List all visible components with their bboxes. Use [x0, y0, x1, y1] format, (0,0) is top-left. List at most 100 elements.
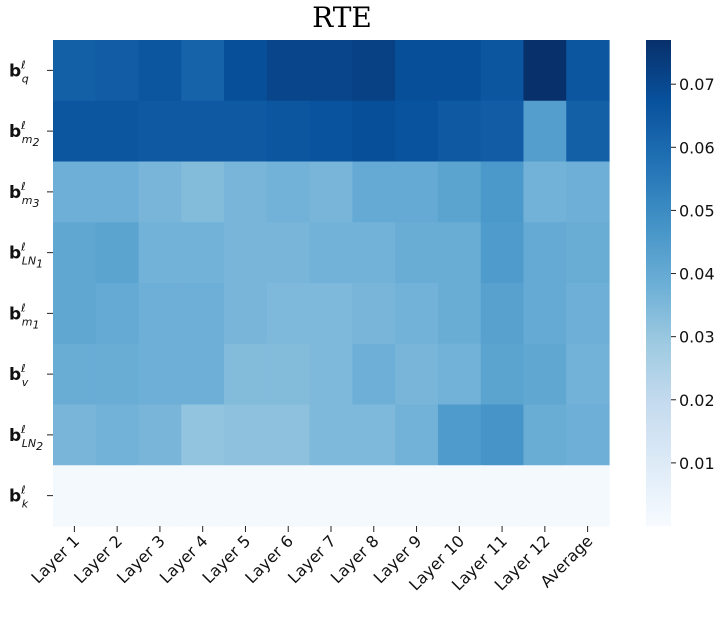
heatmap-cell: [309, 100, 353, 163]
heatmap-cell: [181, 40, 225, 102]
y-tick-label: bℓ m2: [9, 119, 39, 149]
heatmap-cell: [437, 283, 482, 345]
colorbar-tick-label: 0.05: [679, 201, 715, 220]
heatmap-cell: [480, 222, 525, 284]
heatmap-cell: [224, 343, 268, 406]
colorbar-tick-label: 0.01: [679, 454, 715, 473]
heatmap-cell: [395, 100, 439, 163]
y-tick-label: bℓ m3: [9, 180, 39, 210]
heatmap-cell: [437, 100, 482, 163]
heatmap-cell: [53, 161, 97, 223]
heatmap-cell: [138, 283, 182, 345]
colorbar-tick-label: 0.03: [679, 328, 715, 347]
colorbar-tick-label: 0.02: [679, 391, 715, 410]
heatmap-cell: [480, 283, 525, 345]
heatmap-cell: [266, 161, 311, 223]
heatmap-cell: [224, 404, 268, 466]
heatmap-cell: [437, 222, 482, 284]
heatmap-cell: [95, 404, 140, 466]
heatmap-cell: [566, 343, 610, 406]
heatmap-cell: [95, 343, 140, 406]
heatmap-cell: [181, 283, 225, 345]
heatmap-cell: [309, 404, 353, 466]
heatmap-cell: [480, 161, 525, 223]
heatmap-cell: [266, 343, 311, 406]
y-tick-label: bℓ LN1: [9, 241, 43, 271]
heatmap-cell: [309, 343, 353, 406]
watermark-text: 知乎 @水滴油穿: [566, 578, 698, 599]
heatmap-cell: [224, 465, 268, 527]
heatmap-cell: [480, 343, 525, 406]
heatmap-cell: [437, 40, 482, 102]
heatmap-cell: [181, 404, 225, 466]
heatmap-cell: [523, 465, 567, 527]
heatmap-cell: [437, 343, 482, 406]
heatmap-cell: [523, 40, 567, 102]
y-tick-label: bℓ v: [9, 362, 29, 389]
colorbar: 0.01 0.02 0.03 0.04 0.05 0.06 0.07: [646, 40, 715, 526]
heatmap-cell: [480, 465, 525, 527]
heatmap-cell: [395, 161, 439, 223]
heatmap-cells: [53, 40, 610, 527]
heatmap-cell: [352, 404, 396, 466]
heatmap-cell: [437, 161, 482, 223]
heatmap-cell: [352, 222, 396, 284]
heatmap-cell: [95, 40, 140, 102]
heatmap-cell: [566, 161, 610, 223]
heatmap-cell: [181, 465, 225, 527]
heatmap-cell: [53, 404, 97, 466]
heatmap-cell: [566, 40, 610, 102]
heatmap-cell: [309, 40, 353, 102]
colorbar-tick-label: 0.06: [679, 138, 715, 157]
heatmap-cell: [352, 100, 396, 163]
heatmap-cell: [95, 161, 140, 223]
colorbar-gradient: [646, 40, 671, 526]
y-tick-label: bℓ q: [9, 58, 29, 85]
heatmap-cell: [437, 404, 482, 466]
heatmap-cell: [181, 100, 225, 163]
heatmap-cell: [53, 343, 97, 406]
heatmap-cell: [523, 100, 567, 163]
heatmap-cell: [352, 161, 396, 223]
heatmap-cell: [181, 161, 225, 223]
heatmap-cell: [266, 40, 311, 102]
heatmap-cell: [352, 40, 396, 102]
heatmap-cell: [53, 465, 97, 527]
heatmap-cell: [224, 100, 268, 163]
heatmap-cell: [395, 283, 439, 345]
heatmap-cell: [309, 161, 353, 223]
heatmap-cell: [309, 465, 353, 527]
heatmap-cell: [566, 465, 610, 527]
heatmap-cell: [224, 40, 268, 102]
chart-title: RTE: [312, 1, 372, 34]
heatmap-cell: [437, 465, 482, 527]
heatmap-cell: [566, 283, 610, 345]
heatmap-cell: [95, 100, 140, 163]
heatmap-cell: [352, 283, 396, 345]
heatmap-cell: [523, 161, 567, 223]
y-tick-label: bℓ m1: [9, 301, 39, 331]
heatmap-cell: [395, 404, 439, 466]
heatmap-cell: [181, 222, 225, 284]
heatmap-cell: [138, 161, 182, 223]
heatmap-cell: [395, 40, 439, 102]
heatmap-cell: [53, 100, 97, 163]
heatmap-cell: [181, 343, 225, 406]
heatmap-cell: [266, 222, 311, 284]
heatmap-cell: [395, 465, 439, 527]
heatmap-cell: [352, 343, 396, 406]
y-tick-label: bℓ LN2: [9, 423, 43, 453]
heatmap-cell: [138, 465, 182, 527]
heatmap-cell: [309, 283, 353, 345]
heatmap-cell: [523, 283, 567, 345]
heatmap-cell: [224, 161, 268, 223]
heatmap-cell: [138, 343, 182, 406]
heatmap-cell: [266, 100, 311, 163]
heatmap-cell: [523, 343, 567, 406]
heatmap-cell: [53, 40, 97, 102]
heatmap-cell: [566, 100, 610, 163]
heatmap-cell: [138, 404, 182, 466]
heatmap-cell: [224, 283, 268, 345]
